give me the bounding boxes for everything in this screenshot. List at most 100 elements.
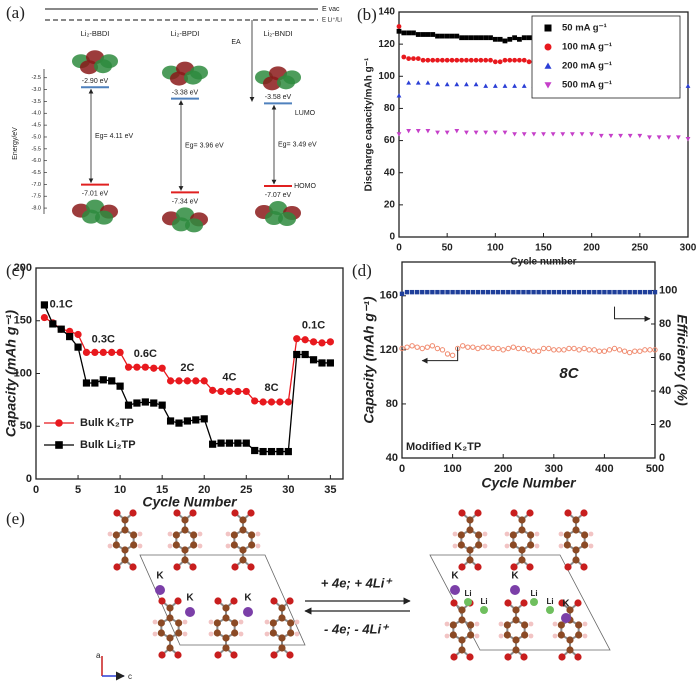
rate-label: 4C [222,371,236,383]
data-point [546,289,551,295]
x-tick-label: 200 [494,463,512,475]
data-point [561,289,567,295]
data-point [166,377,175,385]
carbon [449,621,457,629]
carbon [449,631,457,639]
x-tick-label: 150 [535,243,552,254]
data-point [460,343,466,349]
carbon [121,556,129,564]
y-tick-label: 40 [384,167,396,178]
axis-pointer [614,306,651,322]
data-point [425,289,430,295]
data-point [483,35,489,41]
x-tick-label: 500 [646,463,664,475]
x-tick-label: 250 [631,243,648,254]
oxygen [174,597,182,605]
lithium [530,598,538,606]
annotation: 8C [559,365,579,382]
y-tick-label: 150 [14,315,32,327]
data-point [468,57,474,63]
data-point [488,57,493,63]
axis-label: a [96,651,101,660]
hydrogen [182,631,188,637]
carbon [503,631,511,639]
potassium [155,585,165,595]
legend-marker [544,24,552,32]
oxygen [270,651,278,659]
carbon [222,634,230,642]
carbon [466,556,474,564]
data-point [425,57,431,63]
data-point [430,32,436,37]
x-tick-label: 300 [680,243,697,254]
data-point [507,36,513,42]
carbon [278,604,286,612]
data-point [450,289,455,295]
oxygen [580,509,588,517]
data-point [318,339,326,347]
data-point [561,347,567,353]
data-point [571,289,577,295]
data-point [611,345,618,352]
data-point [475,345,481,352]
hydrogen [444,621,450,627]
panel-label: (e) [6,509,25,528]
data-point [414,289,420,295]
data-point [276,398,284,406]
atom-label: K [451,571,459,582]
carbon [512,636,520,644]
data-point [512,35,517,41]
carbon [239,516,247,524]
data-point [492,36,498,42]
data-point [521,289,526,295]
data-point [40,301,49,309]
hydrogen [208,631,214,637]
carbon [231,619,239,627]
hydrogen [264,631,270,637]
data-point [520,345,527,352]
hydrogen [482,531,488,537]
data-point [141,363,149,371]
oxygen [286,651,294,659]
data-point [464,35,469,41]
data-point [425,32,431,37]
data-point [396,93,402,98]
data-point [506,289,511,295]
y2-tick-label: 40 [659,385,671,397]
y-tick-label: -6.5 [32,170,41,176]
data-point [192,416,200,424]
oxygen [580,563,588,571]
carbon [521,631,529,639]
hydrogen [294,631,300,637]
data-point [521,57,527,63]
data-point [449,352,456,358]
carbon [557,631,565,639]
data-point [598,133,604,139]
hydrogen [474,633,480,639]
carbon [527,541,535,549]
panel-label: (d) [352,261,372,280]
carbon [166,634,174,642]
data-point [632,348,638,354]
carbon [518,516,526,524]
data-point [420,57,426,63]
data-point [515,345,522,352]
data-point [490,289,496,295]
y2-axis-label: Efficiency (%) [674,314,690,406]
legend-label: Bulk K₂TP [80,417,134,429]
data-point [91,379,99,387]
data-point [652,289,658,295]
legend-marker [544,62,552,69]
y-tick-label: -4.5 [32,123,41,129]
data-point [606,347,613,353]
carbon [181,526,189,534]
oxygen [113,563,121,571]
data-point [642,347,648,353]
oxygen [450,653,458,661]
data-point [116,382,124,390]
hydrogen [504,543,510,549]
carbon [563,541,571,549]
carbon [557,621,565,629]
legend-label: 100 mA g⁻¹ [562,42,612,53]
hydrogen [137,531,143,537]
